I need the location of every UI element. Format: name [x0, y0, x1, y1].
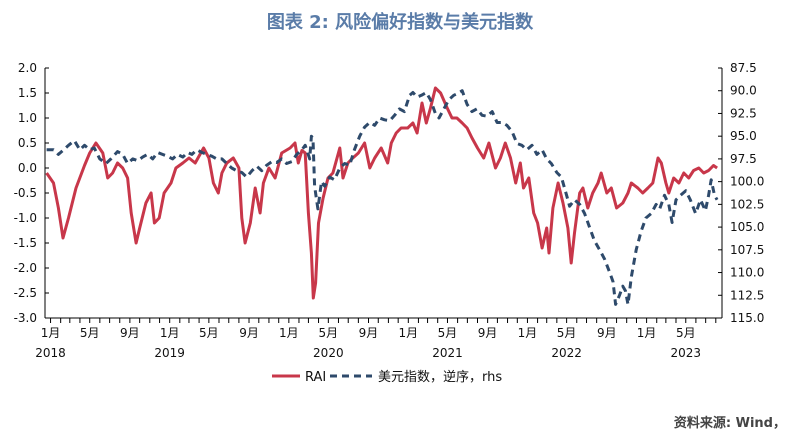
y-left-tick-label: -0.5	[14, 186, 37, 200]
x-year-label: 2018	[35, 346, 66, 360]
x-year-label: 2022	[551, 346, 582, 360]
source-note: 资料来源: Wind，	[673, 416, 786, 431]
legend-rai-label: RAI	[305, 370, 326, 385]
x-tick-label: 1月	[637, 326, 657, 340]
x-tick-label: 1月	[518, 326, 538, 340]
chart-title: 图表 2: 风险偏好指数与美元指数	[266, 12, 534, 33]
y-left-tick-label: -2.0	[14, 261, 37, 275]
y-left-tick-label: -1.0	[14, 211, 37, 225]
y-right-tick-label: 100.0	[730, 175, 764, 189]
x-tick-label: 1月	[160, 326, 180, 340]
y-right-tick-label: 90.0	[730, 84, 757, 98]
x-tick-label: 1月	[398, 326, 418, 340]
y-left-tick-label: -2.5	[14, 286, 37, 300]
y-right-tick-label: 110.0	[730, 266, 764, 280]
y-right-tick-label: 95.0	[730, 129, 757, 143]
x-tick-label: 5月	[438, 326, 458, 340]
series-rai-line	[45, 86, 718, 300]
y-right-tick-label: 105.0	[730, 220, 764, 234]
x-tick-label: 1月	[41, 326, 61, 340]
y-left-tick-label: -3.0	[14, 311, 37, 325]
legend-usd-label: 美元指数，逆序，rhs	[378, 369, 502, 385]
y-left-tick-label: 2.0	[18, 61, 37, 75]
y-left-tick-label: 1.0	[18, 111, 37, 125]
y-left-tick-label: 0.5	[18, 136, 37, 150]
x-tick-label: 9月	[120, 326, 140, 340]
y-right-tick-label: 112.5	[730, 288, 764, 302]
x-tick-label: 5月	[557, 326, 577, 340]
x-tick-label: 5月	[199, 326, 219, 340]
y-right-tick-label: 115.0	[730, 311, 764, 325]
x-tick-label: 9月	[597, 326, 617, 340]
series-usd-line	[46, 89, 719, 306]
x-year-label: 2023	[670, 346, 701, 360]
x-tick-label: 9月	[359, 326, 379, 340]
x-tick-label: 9月	[239, 326, 259, 340]
x-tick-label: 1月	[279, 326, 299, 340]
x-tick-label: 9月	[478, 326, 498, 340]
y-right-tick-label: 87.5	[730, 61, 757, 75]
x-year-label: 2020	[313, 346, 344, 360]
y-left-tick-label: 0.0	[18, 161, 37, 175]
y-right-tick-label: 92.5	[730, 106, 757, 120]
x-tick-label: 5月	[319, 326, 339, 340]
y-right-tick-label: 107.5	[730, 243, 764, 257]
y-left-tick-label: -1.5	[14, 236, 37, 250]
x-year-label: 2021	[432, 346, 463, 360]
y-right-tick-label: 97.5	[730, 152, 757, 166]
x-tick-label: 5月	[676, 326, 696, 340]
x-year-label: 2019	[154, 346, 185, 360]
x-tick-label: 5月	[80, 326, 100, 340]
y-left-tick-label: 1.5	[18, 86, 37, 100]
y-right-tick-label: 102.5	[730, 197, 764, 211]
